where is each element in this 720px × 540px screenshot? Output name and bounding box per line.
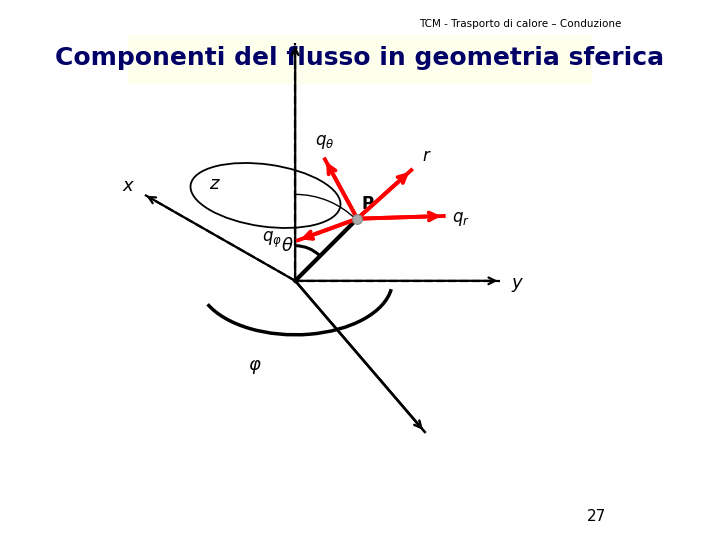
Text: $q_r$: $q_r$ bbox=[452, 210, 469, 228]
Text: z: z bbox=[210, 174, 219, 193]
Text: $q_\theta$: $q_\theta$ bbox=[315, 133, 335, 151]
Text: 27: 27 bbox=[587, 509, 606, 524]
Text: r: r bbox=[422, 147, 429, 165]
Text: $\varphi$: $\varphi$ bbox=[248, 358, 261, 376]
Text: y: y bbox=[511, 274, 522, 293]
Text: TCM - Trasporto di calore – Conduzione: TCM - Trasporto di calore – Conduzione bbox=[420, 19, 622, 29]
Text: $\theta$: $\theta$ bbox=[281, 237, 294, 255]
Text: $q_\varphi$: $q_\varphi$ bbox=[261, 230, 282, 251]
Text: x: x bbox=[122, 177, 133, 195]
Text: Componenti del flusso in geometria sferica: Componenti del flusso in geometria sferi… bbox=[55, 46, 665, 70]
Text: P: P bbox=[361, 195, 374, 213]
FancyBboxPatch shape bbox=[128, 35, 593, 84]
